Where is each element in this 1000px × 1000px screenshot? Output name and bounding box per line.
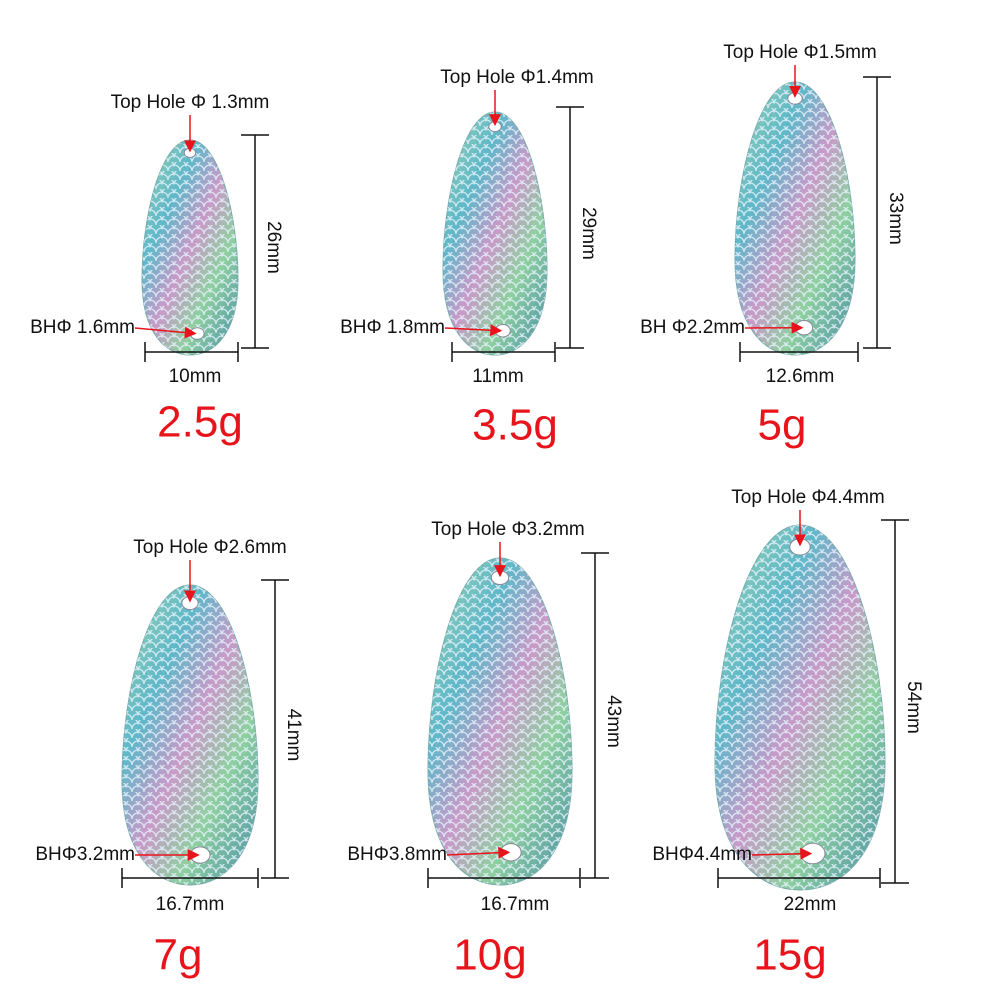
bottom-hole-arrow (134, 326, 197, 339)
spoon-scales (142, 140, 238, 355)
width-label: 10mm (169, 366, 222, 387)
spoon-scales (443, 112, 547, 355)
top-hole-label: Top Hole Φ 1.3mm (111, 92, 270, 113)
top-hole-label: Top Hole Φ1.4mm (440, 67, 594, 88)
length-label: 26mm (263, 221, 284, 274)
weight-label: 5g (758, 401, 807, 450)
bottom-hole-arrow (751, 847, 813, 860)
width-label: 12.6mm (766, 366, 835, 387)
top-hole-label: Top Hole Φ2.6mm (133, 537, 287, 558)
weight-label: 3.5g (472, 401, 558, 450)
width-label: 22mm (784, 894, 837, 915)
width-label: 11mm (472, 366, 523, 387)
length-label: 33mm (885, 192, 906, 245)
spoon-scales (715, 525, 885, 890)
spoon-scales (735, 82, 855, 355)
width-label: 16.7mm (481, 894, 550, 915)
bottom-hole-arrow (444, 324, 503, 337)
top-hole-label: Top Hole Φ4.4mm (731, 487, 885, 508)
bottom-hole-label: BHΦ3.2mm (35, 844, 135, 865)
spoon-scales (122, 585, 258, 885)
weight-label: 15g (753, 931, 826, 980)
bottom-hole-label: BHΦ 1.8mm (340, 317, 445, 338)
bottom-hole-label: BHΦ 1.6mm (30, 317, 135, 338)
length-label: 54mm (903, 681, 924, 734)
width-label: 16.7mm (156, 894, 225, 915)
bottom-hole-arrow (446, 846, 511, 859)
weight-label: 7g (154, 931, 203, 980)
top-hole-label: Top Hole Φ3.2mm (431, 519, 585, 540)
length-label: 29mm (578, 207, 599, 260)
spoon-scales (428, 558, 572, 885)
bottom-hole-label: BHΦ4.4mm (652, 844, 752, 865)
top-hole-label: Top Hole Φ1.5mm (723, 42, 877, 63)
weight-label: 10g (453, 931, 526, 980)
length-label: 43mm (603, 695, 624, 748)
weight-label: 2.5g (157, 398, 243, 447)
bottom-hole-label: BH Φ2.2mm (640, 317, 745, 338)
length-label: 41mm (283, 709, 304, 762)
bottom-hole-label: BHΦ3.8mm (347, 844, 447, 865)
